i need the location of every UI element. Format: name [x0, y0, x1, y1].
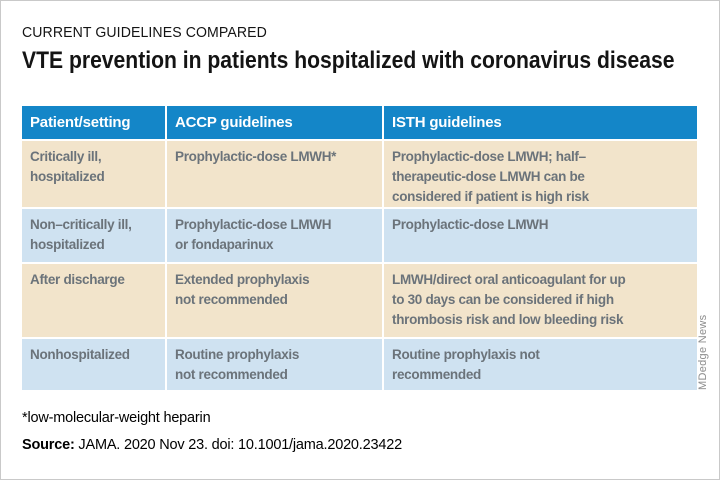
cell-patient-setting: After discharge: [22, 264, 165, 337]
cell-isth: Prophylactic-dose LMWH; half– therapeuti…: [384, 141, 697, 207]
footnote: *low-molecular-weight heparin: [22, 410, 211, 426]
table-row-after-discharge: After discharge Extended prophylaxis not…: [22, 264, 697, 337]
table-row-non-critically-ill: Non–critically ill, hospitalized Prophyl…: [22, 209, 697, 262]
cell-accp: Extended prophylaxis not recommended: [167, 264, 382, 337]
cell-accp: Prophylactic-dose LMWH*: [167, 141, 382, 207]
table-row-nonhospitalized: Nonhospitalized Routine prophylaxis not …: [22, 339, 697, 390]
kicker: CURRENT GUIDELINES COMPARED: [22, 24, 267, 41]
cell-patient-setting: Critically ill, hospitalized: [22, 141, 165, 207]
page-title: VTE prevention in patients hospitalized …: [22, 47, 675, 74]
cell-accp: Routine prophylaxis not recommended: [167, 339, 382, 390]
cell-accp: Prophylactic-dose LMWH or fondaparinux: [167, 209, 382, 262]
table-row-critically-ill: Critically ill, hospitalized Prophylacti…: [22, 141, 697, 207]
header-cell-isth-guidelines: ISTH guidelines: [384, 106, 697, 139]
credit-vertical: MDedge News: [697, 314, 709, 390]
cell-isth: Prophylactic-dose LMWH: [384, 209, 697, 262]
source-line: Source: JAMA. 2020 Nov 23. doi: 10.1001/…: [22, 437, 402, 453]
table-header-row: Patient/setting ACCP guidelines ISTH gui…: [22, 106, 697, 139]
source-label: Source:: [22, 437, 75, 453]
header-cell-accp-guidelines: ACCP guidelines: [167, 106, 382, 139]
cell-isth: Routine prophylaxis not recommended: [384, 339, 697, 390]
cell-isth: LMWH/direct oral anticoagulant for up to…: [384, 264, 697, 337]
cell-patient-setting: Non–critically ill, hospitalized: [22, 209, 165, 262]
source-text: JAMA. 2020 Nov 23. doi: 10.1001/jama.202…: [74, 437, 402, 453]
cell-patient-setting: Nonhospitalized: [22, 339, 165, 390]
guidelines-table: Patient/setting ACCP guidelines ISTH gui…: [22, 106, 697, 390]
header-cell-patient-setting: Patient/setting: [22, 106, 165, 139]
